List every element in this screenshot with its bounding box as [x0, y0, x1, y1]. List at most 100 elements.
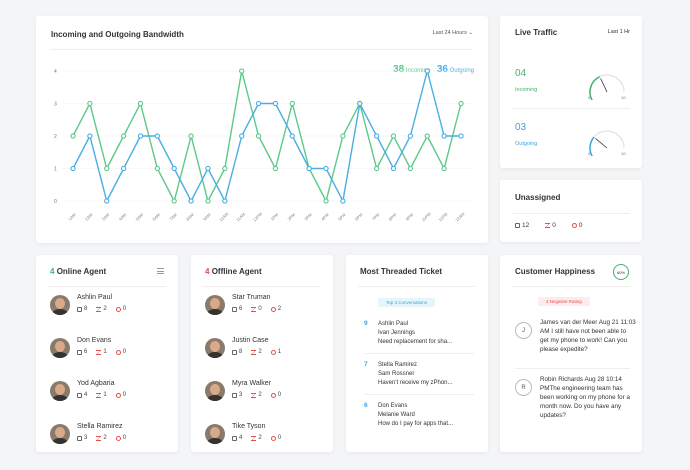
y-tick-label: 2 — [54, 134, 57, 140]
data-point — [239, 68, 245, 74]
clock-icon — [270, 349, 276, 355]
x-tick-label: 3AM — [101, 212, 111, 222]
hourglass-icon — [251, 349, 257, 355]
agent-name: Myra Walker — [232, 380, 272, 387]
thread-item[interactable]: 9 Ashlin Paul Ivan Jennings Need replacemen… — [364, 320, 476, 350]
x-tick-label: 5AM — [135, 212, 145, 222]
top-conversations-pill: Top 3 Conversations — [378, 298, 436, 307]
thread-item[interactable]: 6 Don Evans Melanie Ward How do I pay for a… — [364, 402, 476, 432]
data-point — [357, 100, 363, 107]
data-point — [340, 198, 346, 204]
x-tick-label: 2PM — [286, 212, 296, 222]
data-point — [239, 133, 245, 139]
hourglass-icon — [545, 223, 551, 228]
series-line-incoming — [72, 70, 462, 203]
bandwidth-title: Incoming and Outgoing Bandwidth — [51, 30, 184, 39]
data-point — [171, 165, 177, 172]
agent-row[interactable]: Don Evans 6 1 0 — [50, 335, 170, 363]
data-point — [306, 165, 312, 172]
thread-agent: Ivan Jennings — [378, 330, 416, 336]
stat-value: 3 — [84, 435, 88, 441]
data-point — [289, 100, 295, 107]
x-tick-label: 3PM — [303, 212, 313, 222]
agent-row[interactable]: Justin Case 8 2 1 — [205, 335, 325, 363]
thread-msg: Haven't receive my zPhon... — [378, 380, 453, 386]
unassigned-card: Unassigned 12 0 0 — [500, 180, 642, 242]
feedback-item[interactable]: R Robin Richards Aug 28 10:14 PMThe engin… — [515, 375, 633, 423]
data-point — [323, 165, 329, 172]
agent-name: Justin Case — [232, 337, 269, 344]
gauge-max: 10 — [621, 95, 626, 100]
divider — [512, 213, 630, 214]
agent-row[interactable]: Myra Walker 3 2 0 — [205, 378, 325, 406]
thread-item[interactable]: 7 Stella Ramirez Sam Rossner Haven't receiv… — [364, 361, 476, 391]
agent-stats: 8 2 1 — [232, 349, 281, 355]
hourglass-icon — [96, 392, 102, 398]
stat-value: 1 — [103, 349, 107, 355]
x-tick-label: 5PM — [337, 212, 347, 222]
data-point — [441, 165, 447, 172]
data-point — [205, 165, 211, 172]
divider — [51, 49, 473, 50]
clock-icon — [115, 349, 121, 355]
ticket-icon — [515, 223, 520, 228]
avatar: J — [515, 322, 532, 339]
data-point — [154, 133, 160, 139]
agent-stats: 8 2 0 — [77, 306, 126, 312]
divider — [358, 286, 476, 287]
x-tick-label: 8AM — [185, 212, 195, 222]
stat-value: 4 — [84, 392, 88, 398]
hourglass-icon — [251, 392, 257, 398]
agent-stats: 3 2 0 — [232, 392, 281, 398]
data-point — [407, 165, 414, 172]
live-traffic-title: Live Traffic — [515, 28, 558, 37]
menu-icon[interactable] — [157, 268, 164, 274]
stat-value: 1 — [277, 349, 282, 355]
agent-name: Yod Agbaria — [77, 380, 115, 387]
avatar: R — [515, 379, 532, 396]
agent-stats: 6 0 2 — [232, 306, 281, 312]
x-tick-label: 1AM — [67, 212, 77, 222]
feedback-text: James van der Meer Aug 21 11:03 AM I sti… — [540, 319, 636, 353]
agent-row[interactable]: Yod Agbaria 4 1 0 — [50, 378, 170, 406]
avatar — [50, 338, 70, 358]
live-traffic-range[interactable]: Last 1 Hr — [607, 29, 630, 35]
clock-icon — [571, 223, 577, 228]
gauge-max: 10 — [621, 151, 626, 156]
online-agents-title: 4 Online Agent — [50, 267, 107, 276]
bandwidth-card: Incoming and Outgoing Bandwidth Last 24 … — [36, 16, 488, 243]
y-tick-label: 1 — [54, 167, 57, 173]
stat-value: 0 — [122, 435, 127, 441]
feedback-item[interactable]: J James van der Meer Aug 21 11:03 AM I st… — [515, 318, 636, 366]
agent-row[interactable]: Tike Tyson 4 2 0 — [205, 421, 325, 449]
thread-msg: How do I pay for apps that... — [378, 421, 454, 427]
agent-row[interactable]: Star Truman 6 0 2 — [205, 292, 325, 320]
data-point — [374, 133, 380, 139]
bandwidth-range-dropdown[interactable]: Last 24 Hours ⌄ — [432, 30, 473, 36]
x-tick-label: 7AM — [168, 212, 178, 222]
data-point — [340, 133, 346, 139]
thread-count: 6 — [364, 402, 368, 409]
incoming-gauge: 0 10 — [588, 74, 626, 100]
ticket-icon — [232, 435, 237, 441]
x-tick-label: 7PM — [371, 212, 381, 222]
agent-name: Star Truman — [232, 294, 271, 301]
agent-name: Stella Ramirez — [77, 423, 123, 430]
stat-value: 6 — [239, 306, 243, 312]
data-point — [104, 165, 110, 172]
ticket-icon — [232, 392, 237, 398]
avatar — [205, 424, 225, 444]
agent-row[interactable]: Stella Ramirez 3 2 0 — [50, 421, 170, 449]
data-point — [70, 133, 76, 139]
data-point — [272, 165, 279, 172]
x-tick-label: 6PM — [354, 212, 364, 222]
x-tick-label: 9PM — [405, 212, 415, 222]
thread-msg: Need replacement for sha... — [378, 339, 453, 345]
x-tick-label: 11AM — [235, 211, 246, 222]
data-point — [272, 100, 279, 107]
stat-value: 3 — [239, 392, 243, 398]
stat-value: 8 — [239, 349, 243, 355]
agent-row[interactable]: Ashlin Paul 8 2 0 — [50, 292, 170, 320]
avatar — [50, 295, 70, 315]
y-tick-label: 3 — [54, 102, 57, 108]
